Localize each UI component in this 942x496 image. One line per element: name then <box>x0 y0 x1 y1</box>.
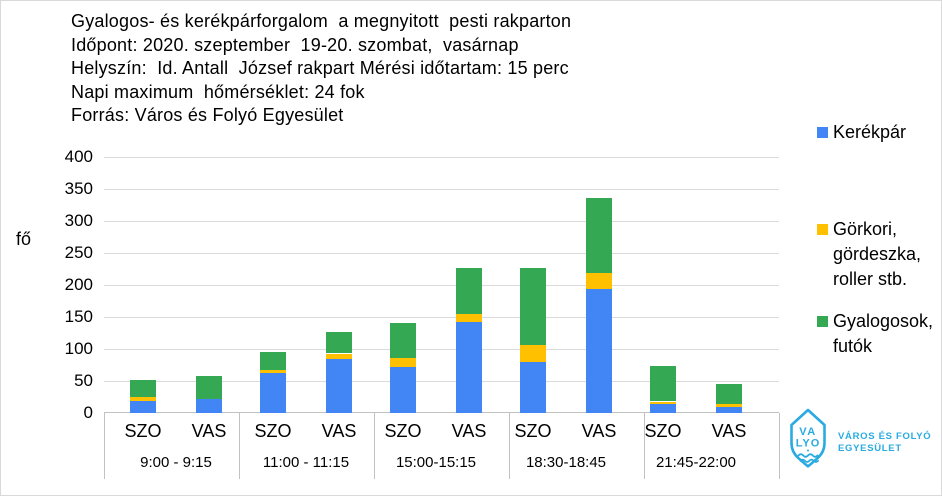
badge-wave-2 <box>799 458 819 463</box>
x-axis-separator-1 <box>239 413 240 479</box>
bar-szo-11-00-11-15-gyalogosok <box>260 352 286 371</box>
x-label-time-3: 18:30-18:45 <box>525 454 607 471</box>
valyo-logo-text: VÁROS ÉS FOLYÓ EGYESÜLET <box>838 431 931 454</box>
y-tick-label-250: 250 <box>64 243 93 262</box>
y-tick-label-350: 350 <box>64 179 93 198</box>
legend-label: Gyalogosok, <box>833 311 934 331</box>
logo-text-line-2: EGYESÜLET <box>838 442 902 454</box>
legend-label: futók <box>833 336 873 356</box>
bar-szo-18-30-18-45-kerékpár <box>520 361 546 413</box>
x-label-day-vas-0: VAS <box>191 421 227 441</box>
bar-szo-11-00-11-15-görkori <box>260 370 286 374</box>
logo-text-line-1: VÁROS ÉS FOLYÓ <box>838 431 932 442</box>
bar-szo-9-00-9-15-gyalogosok <box>130 379 156 397</box>
x-label-day-szo-3: SZO <box>514 421 552 441</box>
bar-szo-18-30-18-45-görkori <box>520 345 546 362</box>
x-label-day-szo-1: SZO <box>254 421 292 441</box>
y-tick-label-50: 50 <box>74 371 93 390</box>
x-label-time-0: 9:00 - 9:15 <box>140 454 212 471</box>
bar-vas-18-30-18-45-gyalogosok <box>586 197 612 274</box>
bar-vas-15-00-15-15-gyalogosok <box>456 268 482 314</box>
bar-vas-21-45-22-00-görkori <box>716 404 742 407</box>
x-label-day-vas-1: VAS <box>321 421 357 441</box>
gridline-200 <box>104 285 779 286</box>
bar-vas-18-30-18-45-görkori <box>586 273 612 289</box>
gridline-250 <box>104 253 779 254</box>
valyo-logo: VA LYO VÁROS ÉS FOLYÓ EGYESÜLET <box>788 408 931 471</box>
x-label-day-szo-0: SZO <box>124 421 162 441</box>
chart-title-block: Gyalogos- és kerékpárforgalom a megnyito… <box>71 10 571 128</box>
bar-szo-21-45-22-00-gyalogosok <box>650 366 676 402</box>
x-label-day-szo-2: SZO <box>384 421 422 441</box>
x-axis-separator-3 <box>509 413 510 479</box>
y-tick-label-200: 200 <box>64 275 93 294</box>
bar-vas-15-00-15-15-kerékpár <box>456 322 482 413</box>
title-line-3: Helyszín: Id. Antall József rakpart Méré… <box>71 58 569 78</box>
y-tick-label-150: 150 <box>64 307 93 326</box>
bar-szo-9-00-9-15-görkori <box>130 397 156 402</box>
bar-vas-9-00-9-15-kerékpár <box>196 398 222 413</box>
bar-szo-15-00-15-15-görkori <box>390 357 416 367</box>
title-line-1: Gyalogos- és kerékpárforgalom a megnyito… <box>71 11 572 31</box>
x-axis-line <box>104 412 779 413</box>
legend-label: roller stb. <box>833 269 908 289</box>
x-label-day-vas-3: VAS <box>581 421 617 441</box>
gridline-300 <box>104 221 779 222</box>
bar-vas-11-00-11-15-görkori <box>326 353 352 360</box>
bar-szo-11-00-11-15-kerékpár <box>260 373 286 413</box>
title-line-4: Napi maximum hőmérséklet: 24 fok <box>71 81 365 102</box>
bar-szo-21-45-22-00-görkori <box>650 401 676 405</box>
title-line-5: Forrás: Város és Folyó Egyesület <box>71 105 344 125</box>
legend-item-kerekpar: Kerékpár <box>817 120 906 145</box>
bar-vas-21-45-22-00-kerékpár <box>716 406 742 413</box>
badge-text-lyo: LYO <box>796 438 821 450</box>
gridline-400 <box>104 157 779 158</box>
x-axis-separator-5 <box>779 413 780 479</box>
legend-item-gyalogosok: Gyalogosok, futók <box>817 309 933 359</box>
y-tick-label-400: 400 <box>64 147 93 166</box>
bar-vas-15-00-15-15-görkori <box>456 313 482 323</box>
bar-vas-11-00-11-15-gyalogosok <box>326 331 352 354</box>
valyo-badge-icon: VA LYO <box>790 408 826 468</box>
bar-vas-21-45-22-00-gyalogosok <box>716 384 742 405</box>
legend-swatch-gyalogosok-icon <box>817 316 828 327</box>
legend-item-gorkori: Görkori, gördeszka, roller stb. <box>817 217 921 292</box>
legend-swatch-gorkori-icon <box>817 224 828 235</box>
x-label-time-2: 15:00-15:15 <box>395 454 477 471</box>
x-label-day-vas-2: VAS <box>451 421 487 441</box>
bar-vas-9-00-9-15-gyalogosok <box>196 375 222 399</box>
gridline-50 <box>104 381 779 382</box>
y-tick-label-100: 100 <box>64 339 93 358</box>
legend-label: Görkori, <box>833 219 898 239</box>
badge-text-va: VA <box>799 426 816 438</box>
badge-wave-1 <box>797 453 819 458</box>
gridline-350 <box>104 189 779 190</box>
legend-swatch-kerekpar-icon <box>817 127 828 138</box>
title-line-2: Időpont: 2020. szeptember 19-20. szombat… <box>71 34 519 55</box>
y-tick-label-300: 300 <box>64 211 93 230</box>
bar-szo-21-45-22-00-kerékpár <box>650 404 676 413</box>
x-label-time-4: 21:45-22:00 <box>655 454 737 471</box>
bar-vas-11-00-11-15-kerékpár <box>326 359 352 413</box>
x-axis-separator-0 <box>104 413 105 479</box>
x-axis-separator-4 <box>644 413 645 479</box>
y-axis-title: fő <box>16 229 32 249</box>
x-label-day-vas-4: VAS <box>711 421 747 441</box>
legend-label: Kerékpár <box>833 122 907 142</box>
bar-szo-9-00-9-15-kerékpár <box>130 401 156 413</box>
bar-szo-15-00-15-15-kerékpár <box>390 366 416 413</box>
gridline-100 <box>104 349 779 350</box>
x-label-day-szo-4: SZO <box>644 421 682 441</box>
x-label-time-1: 11:00 - 11:15 <box>262 454 350 471</box>
plot-area <box>104 157 779 413</box>
bar-szo-15-00-15-15-gyalogosok <box>390 323 416 358</box>
y-tick-label-0: 0 <box>83 403 93 422</box>
legend-label: gördeszka, <box>833 244 922 264</box>
x-axis-separator-2 <box>374 413 375 479</box>
badge-dot <box>807 449 809 452</box>
bar-szo-18-30-18-45-gyalogosok <box>520 268 546 346</box>
bar-vas-18-30-18-45-kerékpár <box>586 288 612 413</box>
gridline-150 <box>104 317 779 318</box>
